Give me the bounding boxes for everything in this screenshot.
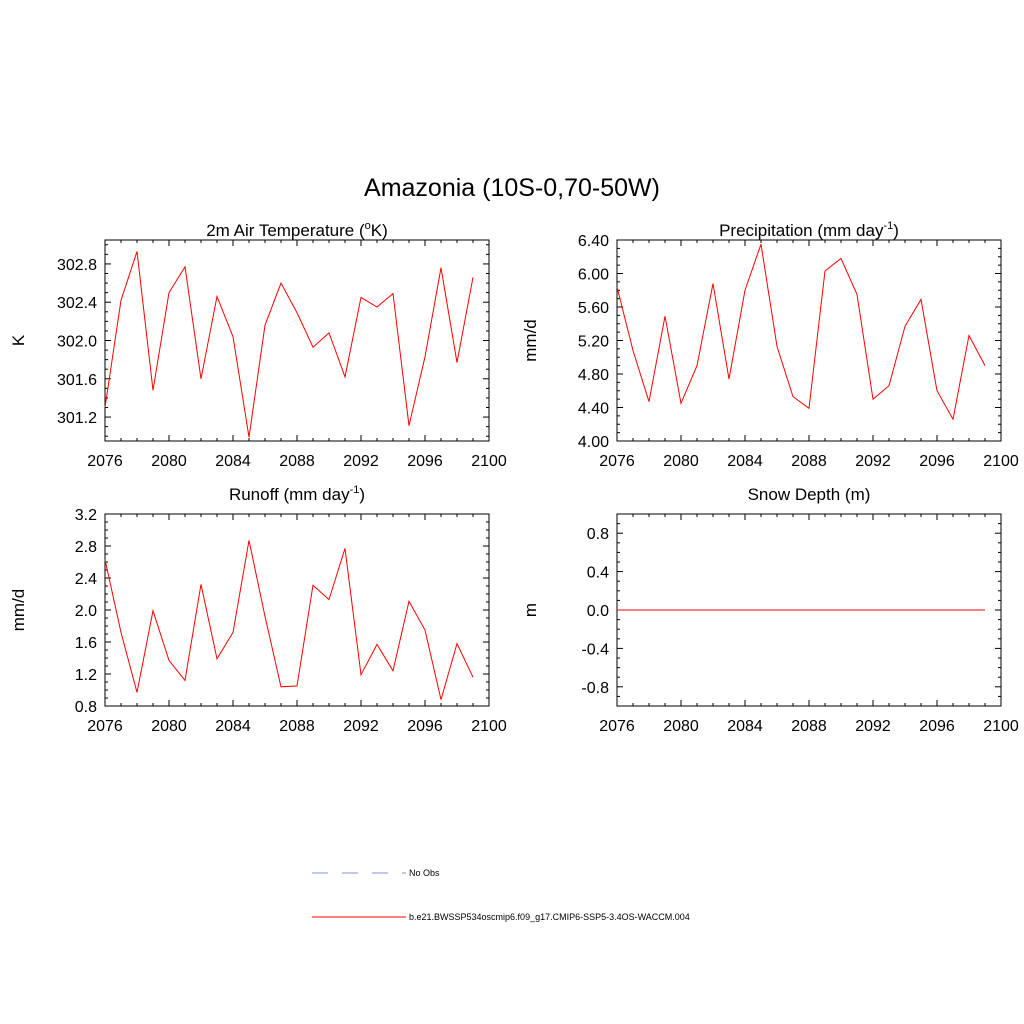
y-tick-label: 4.00 (578, 434, 609, 451)
x-tick-label: 2100 (983, 718, 1019, 735)
x-tick-label: 2096 (919, 718, 955, 735)
panels: 2m Air Temperature (oK)2076 2080 2084 2088 2… (9, 220, 1019, 735)
y-axis-label: mm/d (9, 589, 28, 632)
legend: No Obs b.e21.BWSSP534oscmip6.f09_g17.CMIP… (312, 868, 690, 922)
x-tick-label: 2096 (919, 453, 955, 470)
y-tick-label: 302.8 (57, 257, 97, 274)
legend-item: No Obs (312, 868, 440, 878)
y-tick-label: 2.4 (75, 571, 97, 588)
x-tick-label: 2084 (727, 718, 763, 735)
x-tick-label: 2084 (215, 453, 251, 470)
series-line (104, 251, 474, 438)
x-tick-label: 2076 (87, 718, 123, 735)
panel-title-tail: K) (371, 221, 388, 240)
panel-title-tail: ) (359, 485, 365, 504)
x-tick-label: 2088 (279, 718, 315, 735)
x-tick-label: 2088 (791, 453, 827, 470)
x-tick-label: 2076 (87, 453, 123, 470)
panel-title: Snow Depth (m) (748, 485, 871, 504)
x-tick-label: 2092 (343, 453, 379, 470)
y-tick-label: 5.60 (578, 300, 609, 317)
panel-title-main: Snow Depth (m) (748, 485, 871, 504)
panel-title-superscript: -1 (350, 484, 360, 496)
x-tick-label: 2076 (599, 718, 635, 735)
figure-title: Amazonia (10S-0,70-50W) (364, 174, 660, 202)
panel-temp: 2m Air Temperature (oK) 2076 2080 2084 2088 2… (9, 220, 507, 470)
x-tick-label: 2080 (151, 718, 187, 735)
panel-title-main: Precipitation (mm day (719, 221, 884, 240)
y-tick-label: 0.8 (75, 699, 97, 716)
series-line (616, 244, 986, 421)
y-tick-label: 4.40 (578, 401, 609, 418)
panel-precip: Precipitation (mm day-1) 2076 2080 2084 2088… (521, 220, 1019, 470)
x-tick-label: 2100 (471, 718, 507, 735)
y-tick-label: 302.0 (57, 334, 97, 351)
y-axis-label: mm/d (521, 319, 540, 362)
plot-frame (616, 239, 1002, 442)
x-tick-label: 2088 (791, 718, 827, 735)
y-tick-label: 2.0 (75, 603, 97, 620)
y-tick-label: 6.00 (578, 267, 609, 284)
x-tick-label: 2080 (151, 453, 187, 470)
panel-title-main: Runoff (mm day (229, 485, 350, 504)
x-tick-label: 2092 (855, 718, 891, 735)
x-tick-label: 2092 (343, 718, 379, 735)
y-tick-label: 0.0 (587, 603, 609, 620)
x-tick-label: 2084 (727, 453, 763, 470)
x-tick-label: 2096 (407, 453, 443, 470)
x-tick-label: 2080 (663, 453, 699, 470)
plot-frame (104, 513, 490, 707)
legend-label: No Obs (409, 868, 440, 878)
y-axis-label: K (9, 334, 28, 346)
panel-runoff: Runoff (mm day-1) 2076 2080 2084 2088 2092 209… (9, 484, 507, 735)
y-tick-label: 1.2 (75, 667, 97, 684)
y-tick-label: -0.4 (581, 641, 609, 658)
y-tick-label: 3.2 (75, 507, 97, 524)
panel-title-main: 2m Air Temperature ( (206, 221, 365, 240)
panel-title-superscript: o (365, 220, 371, 232)
y-axis-label: m (521, 603, 540, 617)
legend-item: b.e21.BWSSP534oscmip6.f09_g17.CMIP6-SSP5… (312, 912, 690, 922)
x-tick-label: 2100 (471, 453, 507, 470)
x-tick-label: 2084 (215, 718, 251, 735)
y-tick-label: 0.8 (587, 526, 609, 543)
x-tick-label: 2092 (855, 453, 891, 470)
y-tick-label: 301.6 (57, 372, 97, 389)
y-tick-label: 1.6 (75, 635, 97, 652)
y-tick-label: 4.80 (578, 367, 609, 384)
y-tick-label: -0.8 (581, 680, 609, 697)
x-tick-label: 2100 (983, 453, 1019, 470)
series-line (104, 540, 474, 700)
plot-frame (104, 239, 490, 442)
y-tick-label: 301.2 (57, 410, 97, 427)
y-tick-label: 5.20 (578, 334, 609, 351)
y-tick-label: 302.4 (57, 295, 97, 312)
x-tick-label: 2088 (279, 453, 315, 470)
panel-title: 2m Air Temperature (oK) (206, 220, 388, 240)
x-tick-label: 2080 (663, 718, 699, 735)
y-tick-label: 6.40 (578, 233, 609, 250)
panel-snow: Snow Depth (m) 2076 2080 2084 2088 2092 2096 21… (521, 485, 1019, 735)
panel-title-tail: ) (893, 221, 899, 240)
x-tick-label: 2096 (407, 718, 443, 735)
x-tick-label: 2076 (599, 453, 635, 470)
panel-title: Runoff (mm day-1) (229, 484, 365, 504)
legend-label: b.e21.BWSSP534oscmip6.f09_g17.CMIP6-SSP5… (409, 912, 690, 922)
y-tick-label: 2.8 (75, 539, 97, 556)
panel-title: Precipitation (mm day-1) (719, 220, 899, 240)
panel-title-superscript: -1 (883, 220, 893, 232)
y-tick-label: 0.4 (587, 565, 609, 582)
